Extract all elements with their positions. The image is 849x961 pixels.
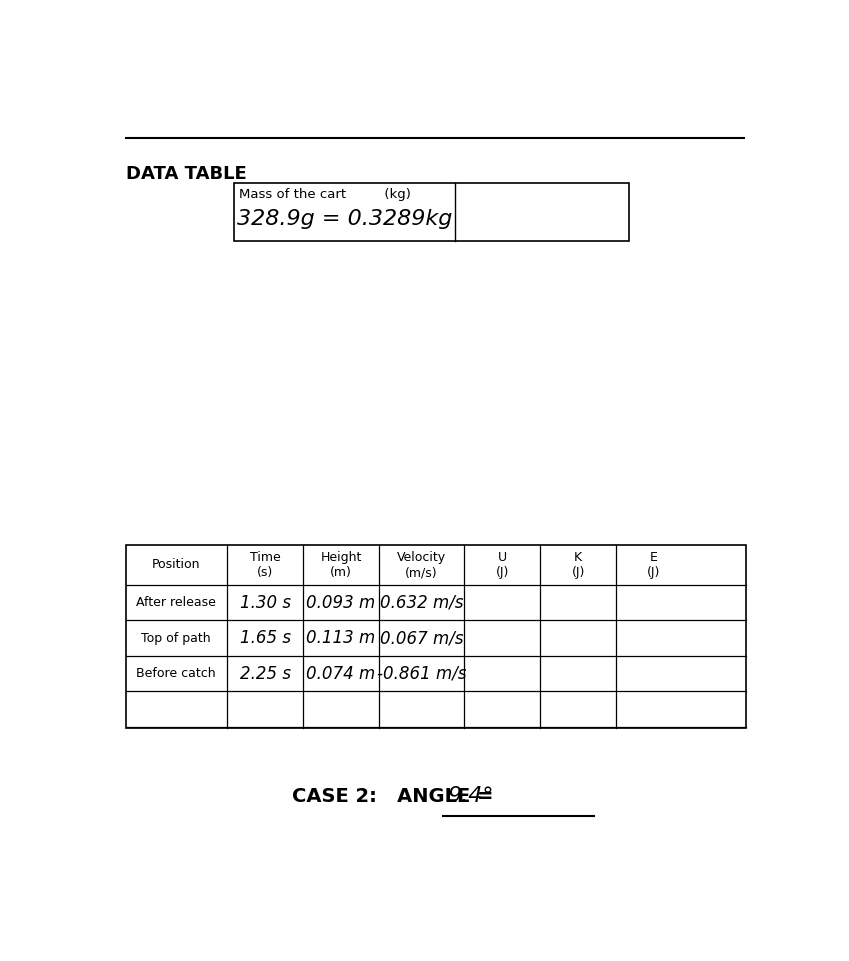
Text: U
(J): U (J): [496, 551, 509, 579]
Text: 1.65 s: 1.65 s: [239, 629, 290, 647]
Text: Position: Position: [152, 558, 200, 572]
Text: Before catch: Before catch: [137, 667, 216, 680]
Text: 0.093 m: 0.093 m: [306, 594, 375, 612]
Bar: [126, 545, 745, 728]
Text: CASE 2:   ANGLE =: CASE 2: ANGLE =: [292, 787, 500, 806]
Text: Mass of the cart         (kg): Mass of the cart (kg): [239, 187, 411, 201]
Text: -0.861 m/s: -0.861 m/s: [377, 665, 466, 682]
Text: K
(J): K (J): [571, 551, 585, 579]
Text: E
(J): E (J): [648, 551, 661, 579]
Text: Top of path: Top of path: [142, 631, 211, 645]
Text: 0.632 m/s: 0.632 m/s: [380, 594, 464, 612]
Text: 9.4°: 9.4°: [447, 786, 493, 806]
Text: 0.113 m: 0.113 m: [306, 629, 375, 647]
Text: 328.9g = 0.3289kg: 328.9g = 0.3289kg: [237, 209, 453, 229]
Text: Velocity
(m/s): Velocity (m/s): [397, 551, 446, 579]
Text: DATA TABLE: DATA TABLE: [126, 165, 246, 184]
Text: 1.30 s: 1.30 s: [239, 594, 290, 612]
Text: After release: After release: [137, 596, 216, 609]
Bar: [234, 184, 629, 241]
Text: 0.074 m: 0.074 m: [306, 665, 375, 682]
Text: 0.067 m/s: 0.067 m/s: [380, 629, 464, 647]
Text: Height
(m): Height (m): [320, 551, 362, 579]
Text: 2.25 s: 2.25 s: [239, 665, 290, 682]
Text: Time
(s): Time (s): [250, 551, 280, 579]
